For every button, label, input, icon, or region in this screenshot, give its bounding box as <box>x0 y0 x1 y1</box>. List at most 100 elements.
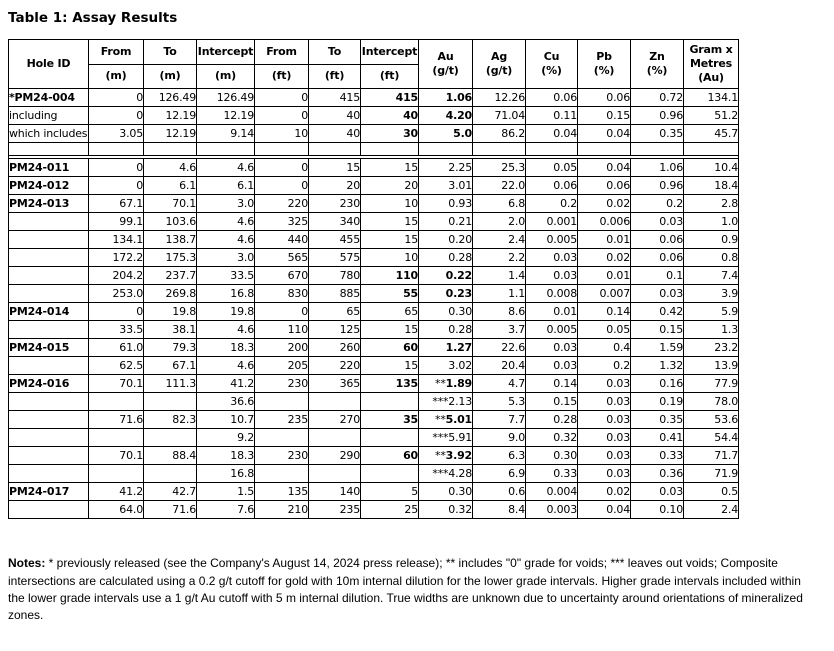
table-row: 62.5 67.1 4.6 205 220 15 3.02 20.4 0.03 0.2 1.32 13… <box>8 356 739 376</box>
table-title: Table 1: Assay Results <box>8 10 178 26</box>
cell-from-m <box>88 428 144 448</box>
cell-ag: 2.2 <box>472 248 526 268</box>
cell-au: 0.93 <box>418 194 473 214</box>
cell-au: 0.28 <box>418 248 473 268</box>
cell-to-m: 67.1 <box>143 356 197 376</box>
cell-to-m: 138.7 <box>143 230 197 250</box>
cell-to-m <box>143 428 197 448</box>
cell-au: 0.32 <box>418 500 473 520</box>
cell-zn: 1.59 <box>630 338 684 358</box>
cell-au: 0.20 <box>418 230 473 250</box>
cell-ag: 1.1 <box>472 284 526 304</box>
cell-intercept-m: 3.0 <box>196 248 255 268</box>
cell-au: 4.20 <box>418 106 473 126</box>
cell-pb: 0.04 <box>577 124 631 144</box>
cell-to-ft: 40 <box>308 124 361 144</box>
cell-to-m: 269.8 <box>143 284 197 304</box>
cell-intercept-m: 9.2 <box>196 428 255 448</box>
cell-pb: 0.4 <box>577 338 631 358</box>
cell-to-m: 175.3 <box>143 248 197 268</box>
cell-from-m: 64.0 <box>88 500 144 520</box>
cell-from-ft: 0 <box>254 106 309 126</box>
cell-au: 0.22 <box>418 266 473 286</box>
cell-from-m: 134.1 <box>88 230 144 250</box>
cell-to-ft: 140 <box>308 482 361 502</box>
cell-gram-metres: 54.4 <box>683 428 739 448</box>
cell-to-m: 88.4 <box>143 446 197 466</box>
cell-au: ***4.28 <box>418 464 473 484</box>
cell-from-ft: 200 <box>254 338 309 358</box>
cell-hole-id: PM24-012 <box>8 176 89 196</box>
cell-from-m: 0 <box>88 176 144 196</box>
cell-to-ft: 780 <box>308 266 361 286</box>
cell-zn: 0.33 <box>630 446 684 466</box>
cell-pb: 0.05 <box>577 320 631 340</box>
cell-zn: 0.19 <box>630 392 684 412</box>
cell-hole-id: PM24-016 <box>8 374 89 394</box>
cell-intercept-m: 7.6 <box>196 500 255 520</box>
cell-gram-metres: 7.4 <box>683 266 739 286</box>
au-footnote-asterisks: ** <box>435 377 446 391</box>
cell-ag: 0.6 <box>472 482 526 502</box>
cell-ag: 8.6 <box>472 302 526 322</box>
cell-to-ft: 885 <box>308 284 361 304</box>
cell-intercept-ft: 5 <box>360 482 419 502</box>
col-header-au: Au (g/t) <box>418 38 473 90</box>
cell-hole-id: including <box>8 106 89 126</box>
cell-pb: 0.15 <box>577 106 631 126</box>
cell-gram-metres: 77.9 <box>683 374 739 394</box>
cell-to-m <box>143 464 197 484</box>
cell-hole-id <box>8 428 89 448</box>
cell-pb: 0.02 <box>577 482 631 502</box>
table-body: *PM24-004 0 126.49 126.49 0 415 415 1.06 12.26 0.… <box>8 88 739 520</box>
table-row: 71.6 82.3 10.7 235 270 35 **5.01 7.7 0.28 0.03 0.3… <box>8 410 739 430</box>
cell-au: 0.28 <box>418 320 473 340</box>
cell-intercept-m: 4.6 <box>196 230 255 250</box>
spacer-cell <box>630 142 684 157</box>
au-value: 3.92 <box>445 449 473 463</box>
cell-gram-metres: 3.9 <box>683 284 739 304</box>
cell-from-m: 99.1 <box>88 212 144 232</box>
spacer-cell <box>525 142 578 157</box>
cell-ag: 4.7 <box>472 374 526 394</box>
cell-from-ft: 0 <box>254 302 309 322</box>
cell-zn: 0.96 <box>630 106 684 126</box>
cell-intercept-ft: 20 <box>360 176 419 196</box>
cell-from-ft: 565 <box>254 248 309 268</box>
cell-gram-metres: 1.0 <box>683 212 739 232</box>
table-row: 70.1 88.4 18.3 230 290 60 **3.92 6.3 0.30 0.03 0.3… <box>8 446 739 466</box>
spacer-cell <box>308 142 361 157</box>
cell-from-m: 41.2 <box>88 482 144 502</box>
spacer-cell <box>683 142 739 157</box>
cell-cu: 0.03 <box>525 248 578 268</box>
cell-from-ft: 230 <box>254 374 309 394</box>
cell-au: 1.27 <box>418 338 473 358</box>
cell-au: 1.06 <box>418 88 473 108</box>
spacer-cell <box>472 142 526 157</box>
cell-cu: 0.11 <box>525 106 578 126</box>
cell-from-m: 0 <box>88 302 144 322</box>
page: Table 1: Assay Results Hole ID From To Inte… <box>8 10 803 622</box>
cell-from-ft <box>254 464 309 484</box>
cell-gram-metres: 1.3 <box>683 320 739 340</box>
cell-pb: 0.03 <box>577 464 631 484</box>
cell-gram-metres: 2.8 <box>683 194 739 214</box>
cell-intercept-ft: 110 <box>360 266 419 286</box>
cell-intercept-m: 18.3 <box>196 446 255 466</box>
cell-intercept-m: 41.2 <box>196 374 255 394</box>
table-row: PM24-017 41.2 42.7 1.5 135 140 5 0.30 0.6 0.004 0.… <box>8 482 739 502</box>
col-header-to-ft-unit: (ft) <box>308 63 361 90</box>
cell-to-m: 70.1 <box>143 194 197 214</box>
cell-intercept-m: 4.6 <box>196 320 255 340</box>
col-header-intercept-m-unit: (m) <box>196 63 255 90</box>
cell-to-ft: 455 <box>308 230 361 250</box>
cell-pb: 0.02 <box>577 194 631 214</box>
cell-from-ft: 0 <box>254 88 309 108</box>
cell-cu: 0.008 <box>525 284 578 304</box>
cell-to-ft: 575 <box>308 248 361 268</box>
cell-gram-metres: 5.9 <box>683 302 739 322</box>
spacer-cell <box>254 142 309 157</box>
col-header-to-m-unit: (m) <box>143 63 197 90</box>
cell-zn: 0.03 <box>630 212 684 232</box>
cell-pb: 0.14 <box>577 302 631 322</box>
